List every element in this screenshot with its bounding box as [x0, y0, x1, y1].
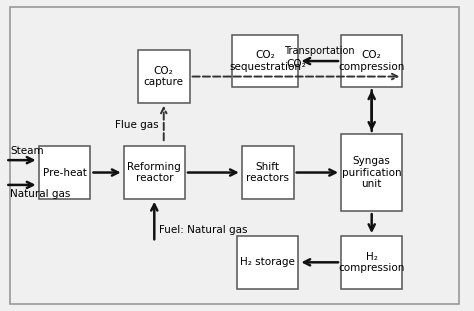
Bar — [232, 35, 299, 87]
Text: Reforming
reactor: Reforming reactor — [128, 162, 181, 183]
Text: Shift
reactors: Shift reactors — [246, 162, 289, 183]
Text: Pre-heat: Pre-heat — [43, 168, 86, 178]
Bar — [341, 134, 402, 211]
Bar — [124, 146, 185, 199]
Text: CO₂: CO₂ — [286, 59, 306, 69]
Text: H₂
compression: H₂ compression — [338, 252, 405, 273]
Bar — [38, 146, 91, 199]
Text: Fuel: Natural gas: Fuel: Natural gas — [159, 225, 247, 235]
Text: CO₂
compression: CO₂ compression — [338, 50, 405, 72]
Text: H₂ storage: H₂ storage — [240, 257, 295, 267]
Text: Syngas
purification
unit: Syngas purification unit — [342, 156, 401, 189]
Text: Natural gas: Natural gas — [10, 189, 71, 199]
Text: CO₂
capture: CO₂ capture — [144, 66, 184, 87]
Bar — [237, 236, 299, 289]
Text: Flue gas: Flue gas — [115, 119, 159, 130]
Text: Transportation: Transportation — [284, 46, 355, 56]
Bar — [341, 236, 402, 289]
Bar — [341, 35, 402, 87]
Bar — [138, 50, 190, 103]
Text: Steam: Steam — [10, 146, 44, 156]
Text: CO₂
sequestration: CO₂ sequestration — [229, 50, 301, 72]
Bar — [242, 146, 294, 199]
